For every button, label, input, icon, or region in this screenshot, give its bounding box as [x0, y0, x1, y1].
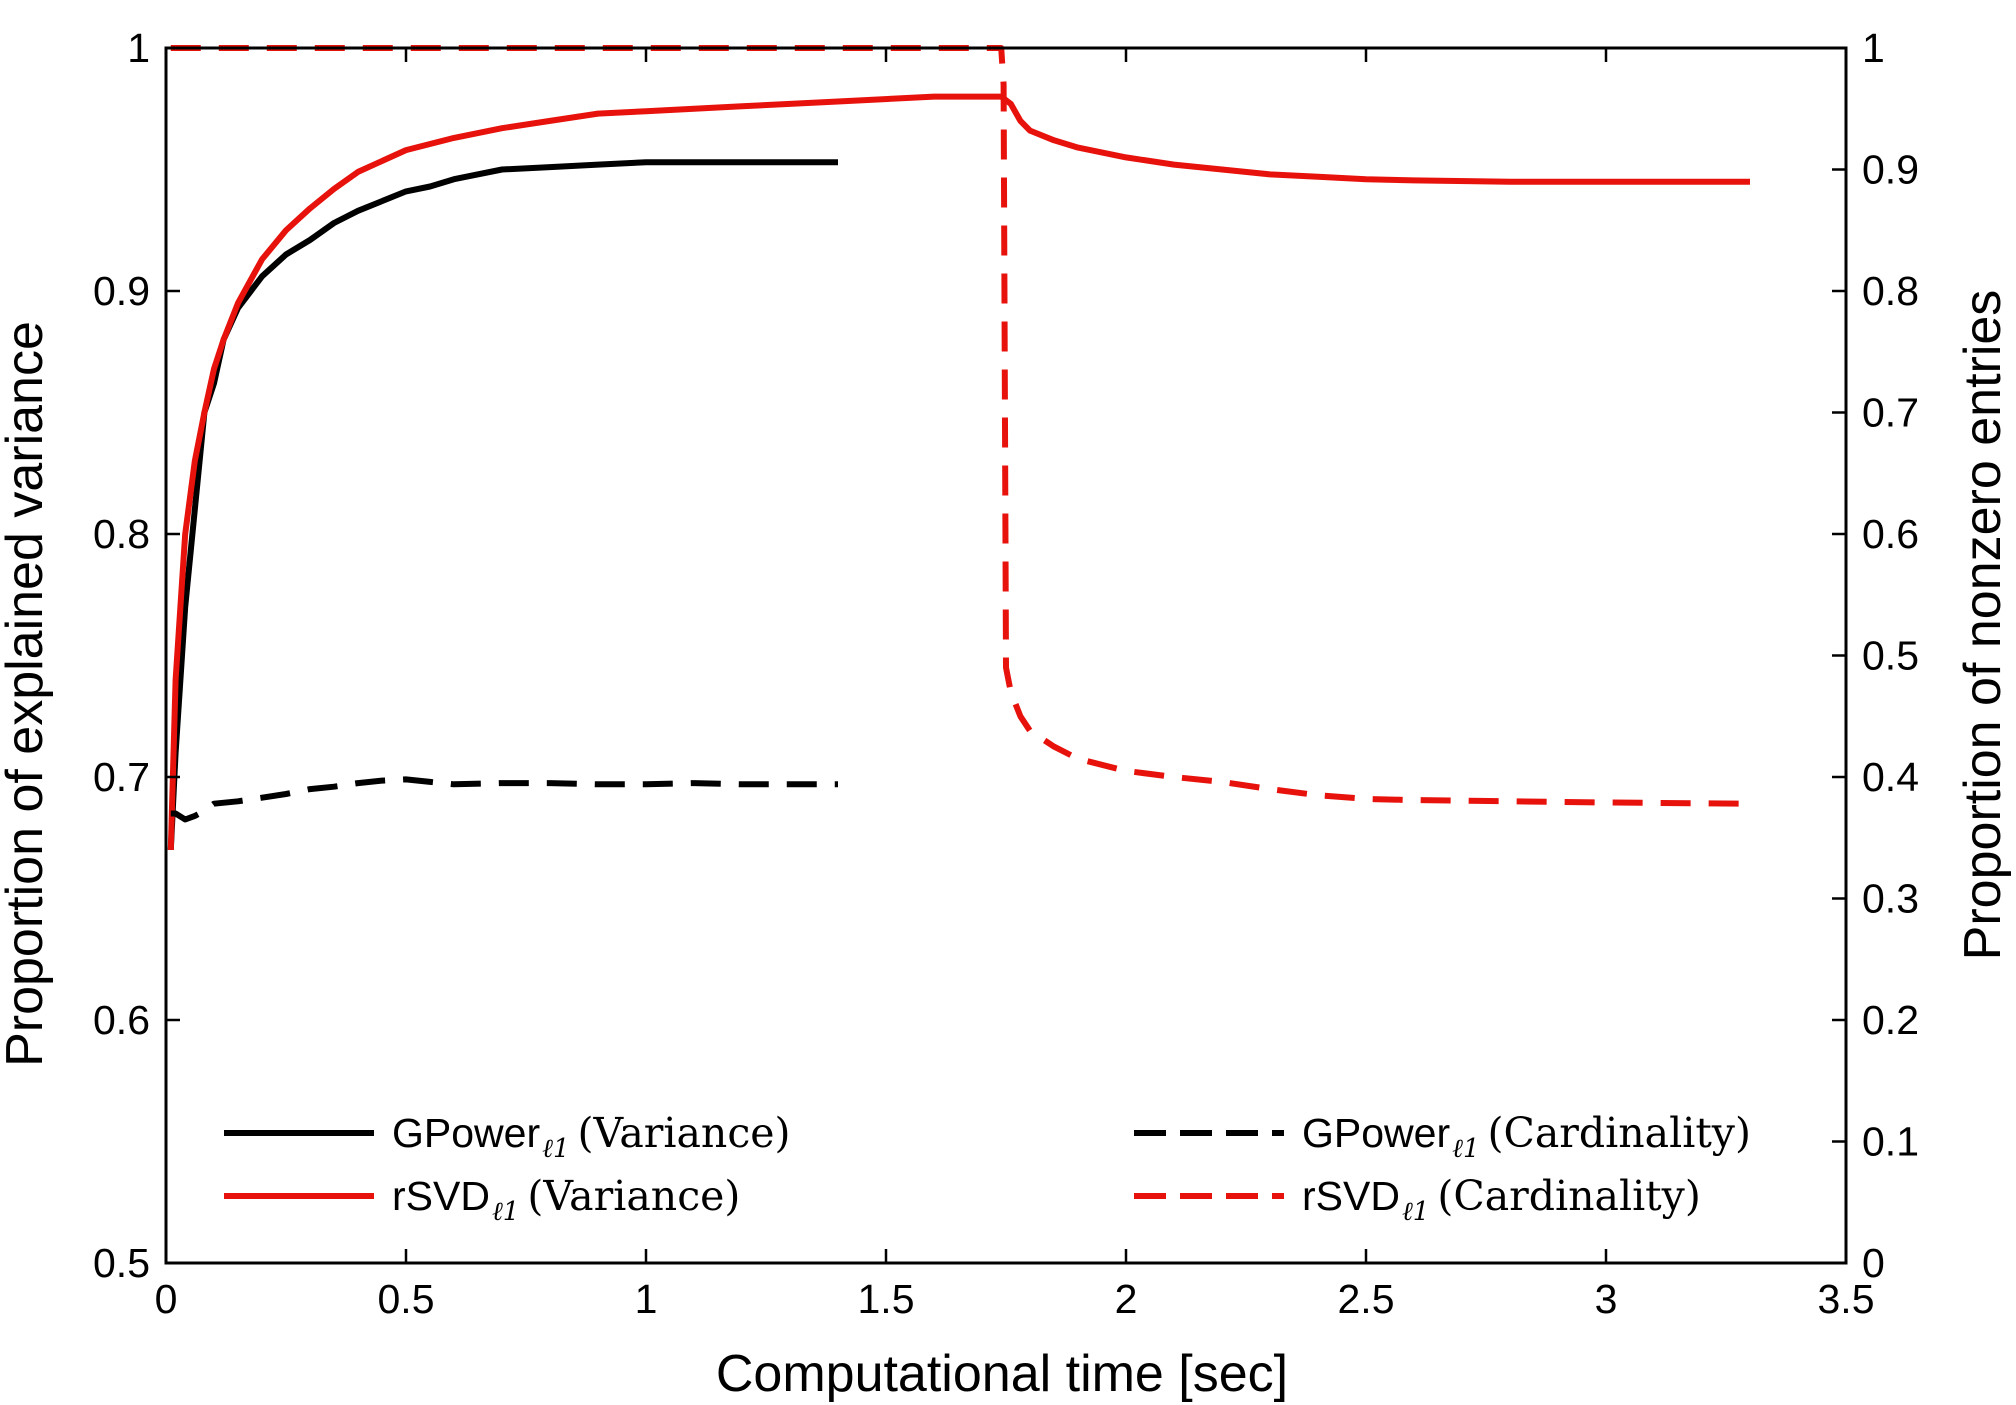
x-axis: 0 0.5 1 1.5 2 2.5 3 3.5 — [155, 48, 1875, 1322]
y-left-tick-label: 0.9 — [93, 268, 150, 314]
series-line-0 — [167, 159, 838, 851]
y-right-tick-label: 0.4 — [1862, 754, 1919, 800]
y-left-tick-label: 0.8 — [93, 511, 150, 557]
x-tick-label: 2.5 — [1338, 1276, 1395, 1322]
x-tick-label: 0.5 — [378, 1276, 435, 1322]
x-tick-label: 3 — [1595, 1276, 1618, 1322]
y-right-tick-label: 1 — [1862, 25, 1885, 71]
legend-item: GPowerℓ1 (Variance) — [224, 1109, 791, 1164]
x-tick-label: 2 — [1115, 1276, 1138, 1322]
legend-item: rSVDℓ1 (Variance) — [224, 1172, 740, 1227]
series-line-3 — [170, 45, 1751, 807]
y-right-tick-label: 0.6 — [1862, 511, 1919, 557]
legend-item: GPowerℓ1 (Cardinality) — [1134, 1109, 1751, 1164]
legend-label: GPowerℓ1 (Variance) — [392, 1109, 791, 1164]
legend: GPowerℓ1 (Variance) rSVDℓ1 (Variance) GPower… — [224, 1109, 1751, 1227]
legend-label: GPowerℓ1 (Cardinality) — [1302, 1109, 1751, 1164]
y-right-tick-label: 0.1 — [1862, 1119, 1919, 1165]
y-right-tick-label: 0.8 — [1862, 268, 1919, 314]
y-left-tick-label: 0.7 — [93, 754, 150, 800]
y-right-tick-label: 0 — [1862, 1240, 1885, 1286]
x-tick-label: 1.5 — [858, 1276, 915, 1322]
y-axis-left-title: Proportion of explained variance — [0, 321, 54, 1067]
y-right-tick-label: 0.7 — [1862, 390, 1919, 436]
x-axis-title: Computational time [sec] — [716, 1345, 1288, 1403]
y-left-tick-label: 0.5 — [93, 1240, 150, 1286]
series-line-1 — [167, 93, 1750, 850]
plot-lines — [167, 45, 1751, 851]
series-line-2 — [170, 776, 838, 823]
y-left-tick-label: 0.6 — [93, 997, 150, 1043]
x-tick-label: 1 — [635, 1276, 658, 1322]
y-left-tick-label: 1 — [127, 25, 150, 71]
y-right-tick-label: 0.5 — [1862, 633, 1919, 679]
y-axis-left: 0.5 0.6 0.7 0.8 0.9 1 — [93, 25, 180, 1286]
y-axis-right: 0 0.1 0.2 0.3 0.4 0.5 0.6 0.7 0.8 0.9 1 — [1832, 25, 1919, 1286]
legend-label: rSVDℓ1 (Cardinality) — [1302, 1172, 1701, 1227]
x-tick-label: 0 — [155, 1276, 178, 1322]
y-right-tick-label: 0.9 — [1862, 147, 1919, 193]
y-right-tick-label: 0.3 — [1862, 876, 1919, 922]
x-tick-label: 3.5 — [1818, 1276, 1875, 1322]
legend-item: rSVDℓ1 (Cardinality) — [1134, 1172, 1701, 1227]
y-right-tick-label: 0.2 — [1862, 997, 1919, 1043]
y-axis-right-title: Proportion of nonzero entries — [1954, 290, 2012, 961]
legend-label: rSVDℓ1 (Variance) — [392, 1172, 740, 1227]
